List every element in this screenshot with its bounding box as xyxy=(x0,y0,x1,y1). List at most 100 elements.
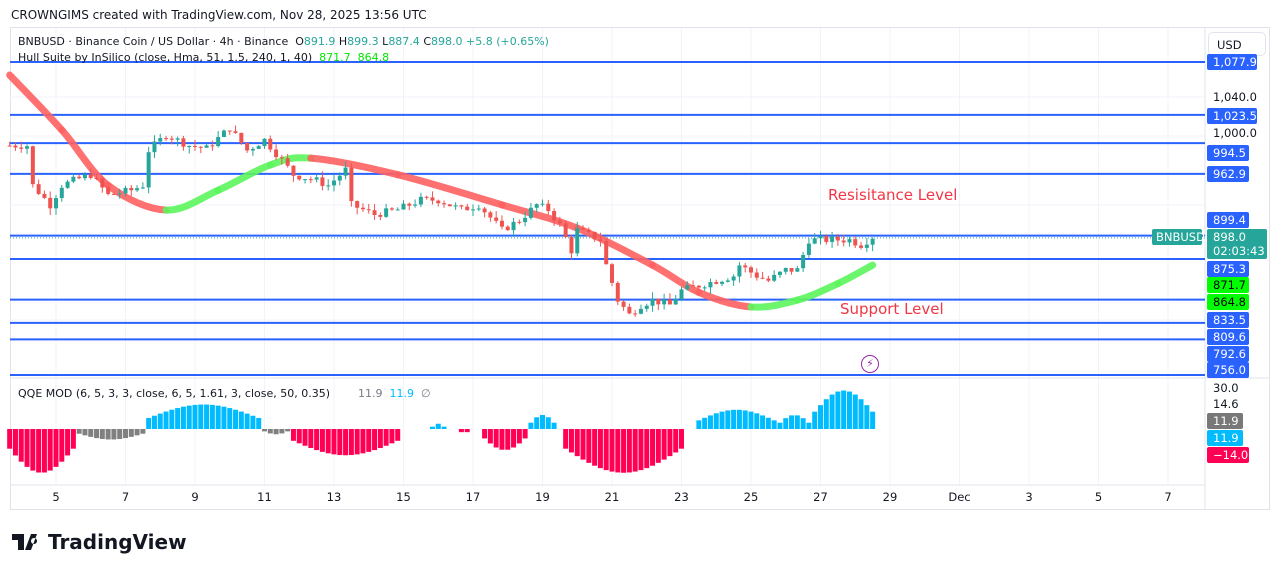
tradingview-logo-icon xyxy=(12,534,38,550)
qqe-bar xyxy=(273,429,279,435)
qqe-bar xyxy=(458,429,464,433)
tradingview-logo[interactable]: TradingView xyxy=(12,530,187,554)
qqe-bar xyxy=(209,404,215,429)
candle-body xyxy=(708,282,713,288)
qqe-bar xyxy=(140,429,146,434)
candle-body xyxy=(349,167,354,202)
qqe-bar xyxy=(70,429,76,449)
candle-body xyxy=(279,157,284,159)
qqe-bar xyxy=(146,417,152,429)
qqe-legend[interactable]: QQE MOD (6, 5, 3, 3, close, 6, 5, 1.61, … xyxy=(18,387,431,400)
hull-band-segment xyxy=(6,71,66,134)
candle-body xyxy=(841,240,846,243)
candle-body xyxy=(801,254,806,269)
hull-legend[interactable]: Hull Suite by InSilico (close, Hma, 51, … xyxy=(18,51,389,64)
candle-body xyxy=(667,299,672,305)
candle-body xyxy=(673,299,678,305)
candle-body xyxy=(152,141,157,153)
qqe-bar xyxy=(592,429,598,466)
low-label: L xyxy=(382,35,389,48)
hull-band-segment xyxy=(104,181,170,214)
qqe-bar xyxy=(493,429,499,448)
qqe-bar xyxy=(615,429,621,473)
qqe-bar xyxy=(186,405,192,429)
candle-body xyxy=(812,238,817,244)
level-label: 1,023.5 xyxy=(1207,108,1257,124)
candle-body xyxy=(59,187,64,199)
price-tick: 1,040.0 xyxy=(1213,90,1257,104)
candle-body xyxy=(743,265,748,268)
candle-body xyxy=(30,146,35,185)
level-label: 833.5 xyxy=(1207,312,1249,328)
date-tick: 9 xyxy=(191,490,199,504)
qqe-bar xyxy=(12,429,18,456)
qqe-bar xyxy=(800,418,806,429)
candle-body xyxy=(193,145,197,147)
close-value: 898.0 xyxy=(431,35,463,48)
candle-body xyxy=(505,226,510,231)
candle-body xyxy=(233,131,238,133)
candle-body xyxy=(638,308,643,314)
candle-body xyxy=(499,220,504,227)
candle-body xyxy=(656,298,661,305)
candle-body xyxy=(326,185,331,187)
close-label: C xyxy=(423,35,431,48)
qqe-bar xyxy=(580,429,586,460)
candle-body xyxy=(430,197,435,201)
candle-body xyxy=(557,220,562,224)
last-price-label: 898.0 02:03:43 xyxy=(1207,229,1267,259)
candle-body xyxy=(210,145,215,147)
candle-body xyxy=(581,228,586,230)
candle-body xyxy=(471,209,475,211)
qqe-bar xyxy=(128,429,134,437)
date-tick: 3 xyxy=(1025,490,1033,504)
candle-body xyxy=(824,236,829,242)
candle-body xyxy=(627,306,632,314)
candle-body xyxy=(864,244,869,248)
qqe-bar xyxy=(748,411,754,429)
currency-selector[interactable]: USD xyxy=(1208,32,1266,56)
qqe-bar xyxy=(771,420,777,429)
open-label: O xyxy=(295,35,304,48)
qqe-bar xyxy=(777,422,783,429)
qqe-bar xyxy=(88,429,94,437)
lightning-icon[interactable]: ⚡ xyxy=(861,355,879,373)
qqe-bar xyxy=(818,405,823,429)
candle-body xyxy=(337,175,342,181)
qqe-bar xyxy=(516,429,522,444)
candle-body xyxy=(679,289,684,300)
qqe-bar xyxy=(192,404,198,429)
candle-body xyxy=(830,236,835,242)
hull-band-segment xyxy=(394,171,506,209)
qqe-bar xyxy=(464,429,470,433)
qqe-bar xyxy=(30,429,36,471)
qqe-bar xyxy=(372,429,378,451)
candle-body xyxy=(575,228,580,254)
candle-body xyxy=(453,205,458,207)
level-label: 994.5 xyxy=(1207,145,1249,161)
candle-body xyxy=(644,305,649,309)
qqe-bar xyxy=(754,413,760,429)
candle-body xyxy=(650,298,655,306)
candle-body xyxy=(870,238,875,245)
date-tick: 7 xyxy=(1164,490,1172,504)
hull-value-2: 864.8 xyxy=(357,51,390,64)
candle-body xyxy=(714,282,719,284)
qqe-bar xyxy=(331,429,337,455)
qqe-bar xyxy=(644,429,650,469)
qqe-bar xyxy=(667,429,673,457)
candle-body xyxy=(332,180,336,186)
qqe-value-1: 11.9 xyxy=(358,387,383,400)
qqe-bar xyxy=(650,429,656,466)
qqe-bar xyxy=(742,410,748,429)
candle-body xyxy=(604,241,609,265)
qqe-bar xyxy=(505,429,511,450)
date-tick: 23 xyxy=(674,490,689,504)
date-tick: 7 xyxy=(121,490,130,504)
level-label: 899.4 xyxy=(1207,212,1249,228)
date-tick: Dec xyxy=(948,490,971,504)
candle-body xyxy=(77,176,82,179)
qqe-bar xyxy=(267,429,273,434)
candle-body xyxy=(291,165,296,176)
